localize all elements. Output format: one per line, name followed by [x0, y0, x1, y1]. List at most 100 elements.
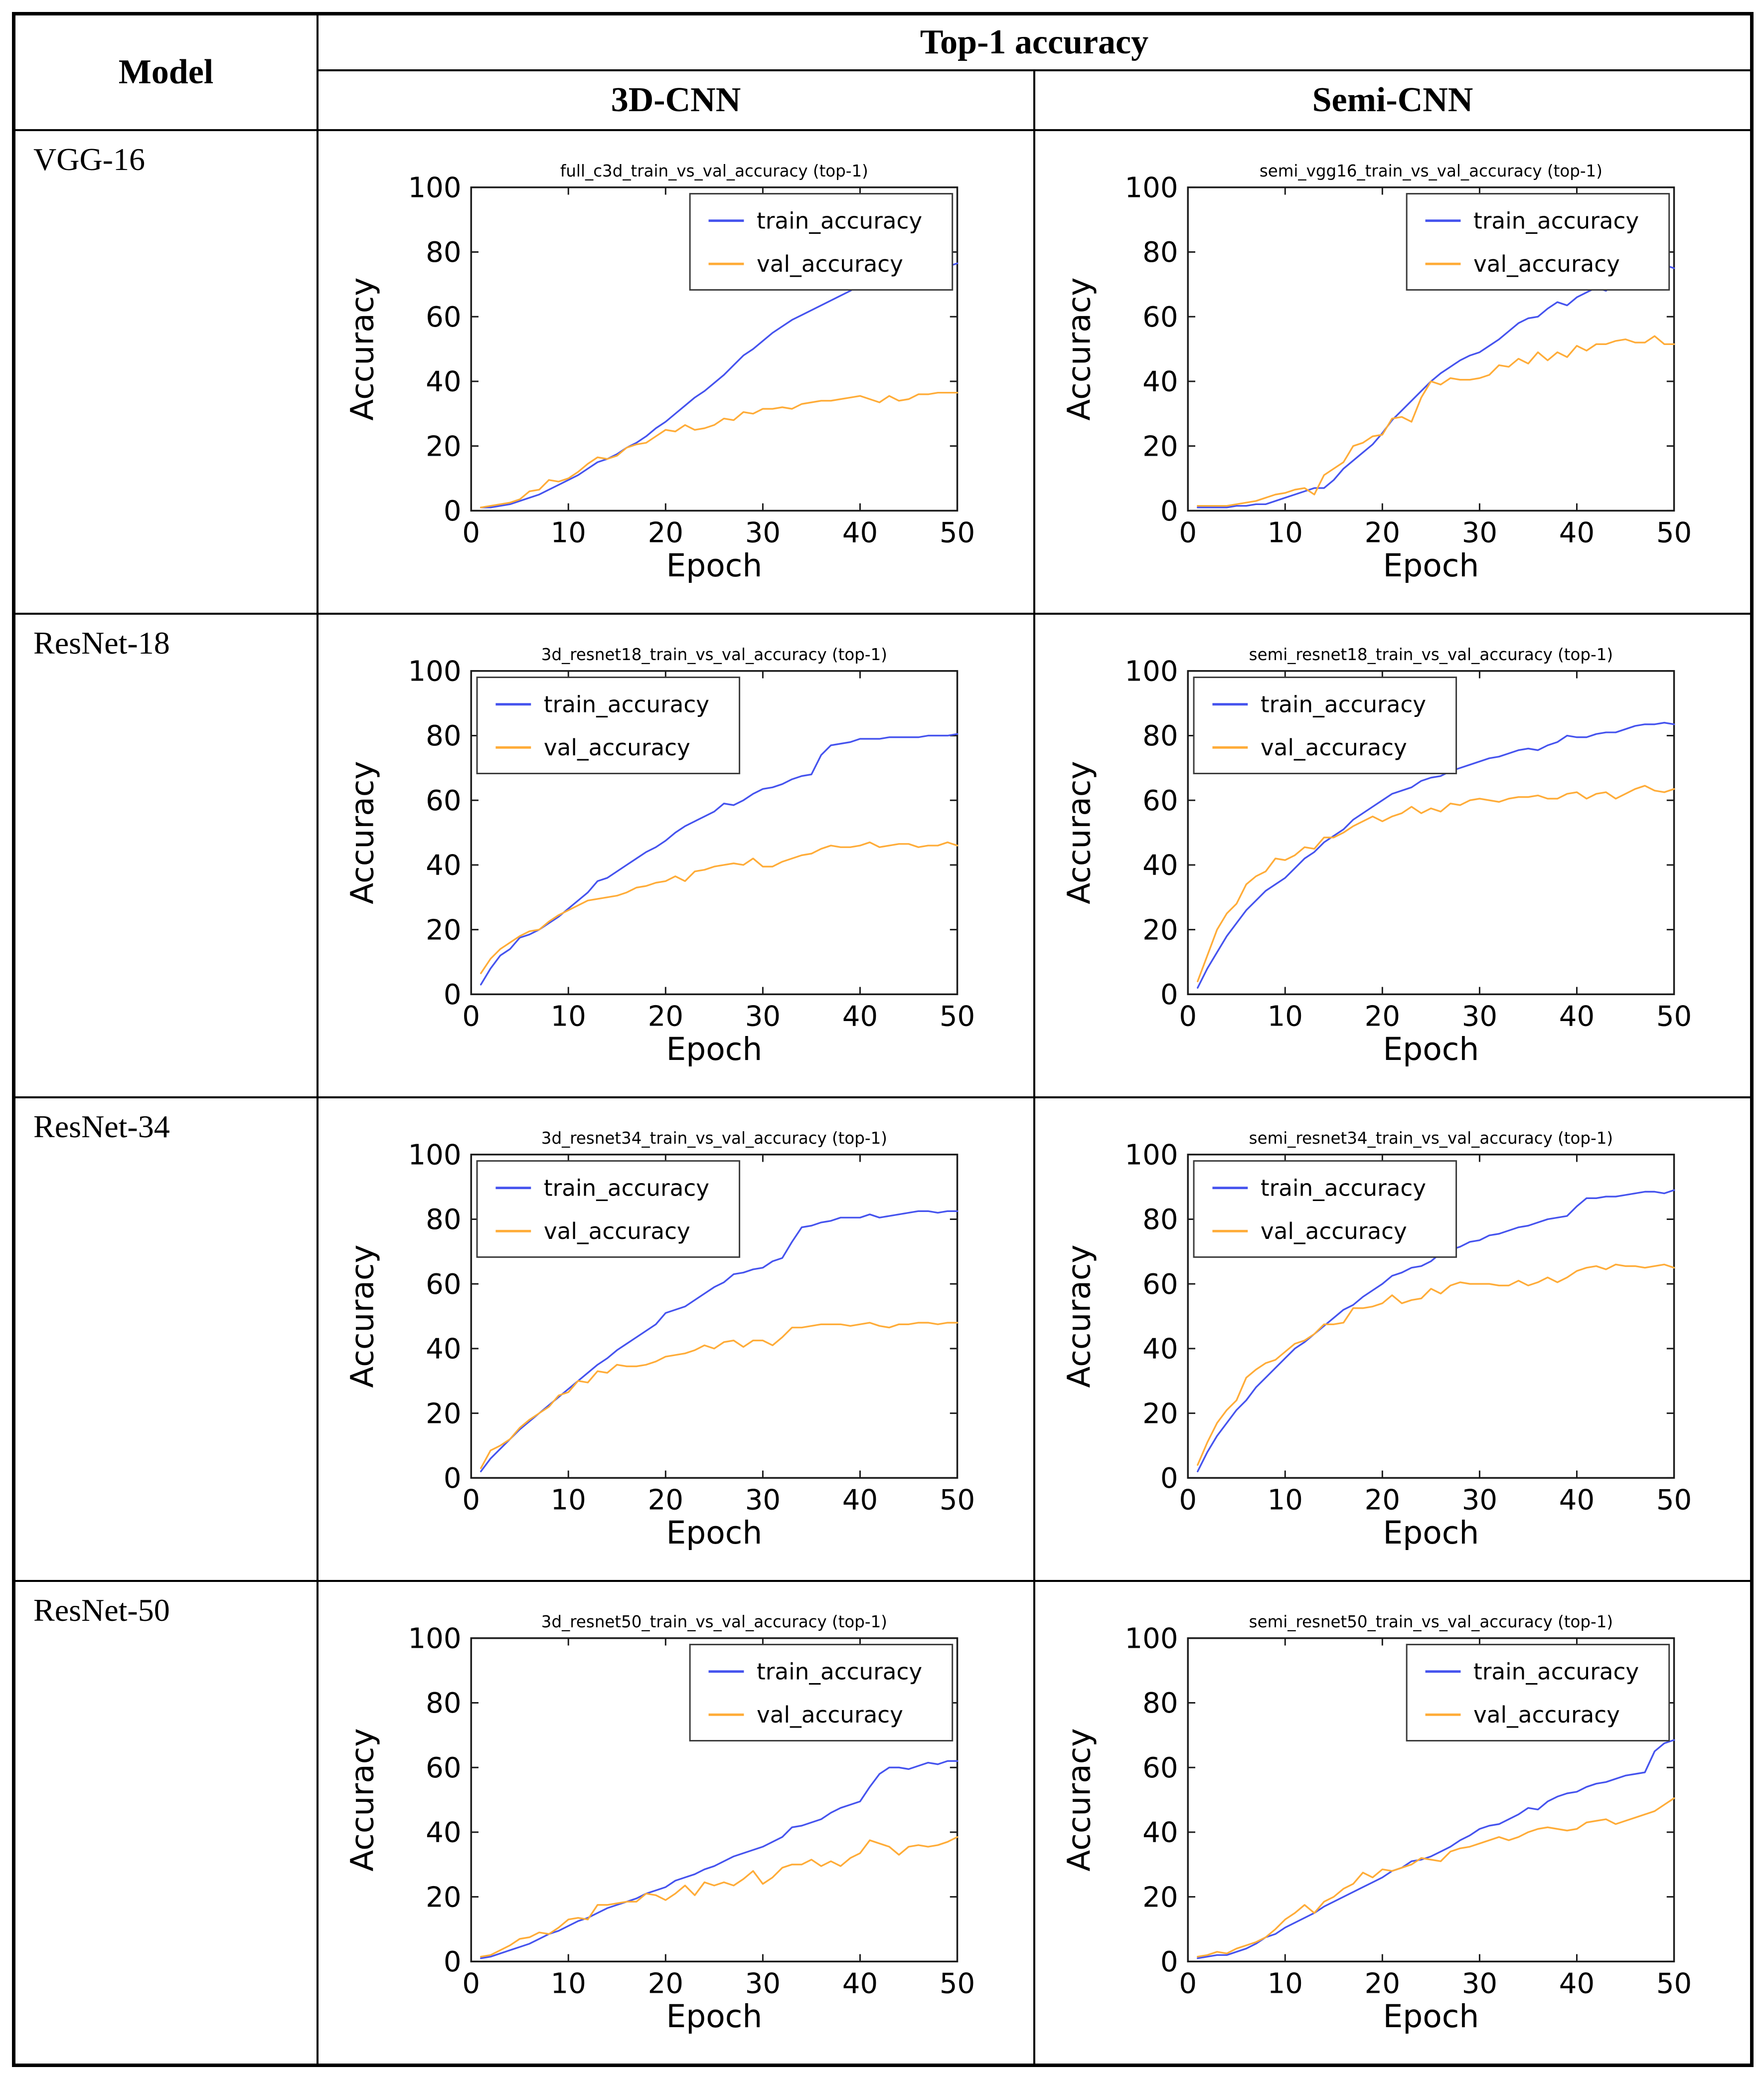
x-tick-label: 0	[462, 1484, 480, 1516]
x-tick-label: 40	[1559, 1967, 1595, 2000]
row-label-vgg16: VGG-16	[15, 131, 317, 613]
chart-cell-resnet18-semicnn: 0 10 20 30 40 50 0 20 40 60 80 100 semi_resnet18_tra…	[1035, 615, 1750, 1096]
y-tick-label: 40	[426, 850, 461, 882]
x-tick-label: 50	[1656, 517, 1692, 549]
x-tick-label: 40	[1559, 1484, 1595, 1516]
chart-cell-resnet34-semicnn: 0 10 20 30 40 50 0 20 40 60 80 100 semi_resnet34_tra…	[1035, 1098, 1750, 1580]
x-tick-label: 20	[1365, 1967, 1400, 2000]
model-name: ResNet-18	[33, 625, 170, 661]
legend-label: train_accuracy	[1261, 691, 1426, 717]
y-tick-label: 0	[1160, 1946, 1178, 1978]
chart-cell-vgg16-semicnn: 0 10 20 30 40 50 0 20 40 60 80 100 semi_vgg16_train_…	[1035, 131, 1750, 613]
chart-cell-resnet18-3dcnn: 0 10 20 30 40 50 0 20 40 60 80 100 3d_resnet18_train…	[319, 615, 1033, 1096]
y-tick-label: 80	[426, 236, 461, 269]
y-tick-label: 20	[1142, 1881, 1178, 1913]
plot-frame	[470, 186, 959, 512]
y-tick-label: 80	[1142, 720, 1178, 752]
x-tick-label: 30	[1462, 1000, 1497, 1033]
legend-label: val_accuracy	[544, 1218, 690, 1244]
chart-title: 3d_resnet50_train_vs_val_accuracy (top-1…	[541, 1612, 887, 1631]
y-tick-label: 20	[426, 1397, 461, 1430]
x-tick-label: 30	[1462, 1967, 1497, 2000]
x-tick-label: 10	[1268, 1484, 1303, 1516]
y-axis-label: Accuracy	[347, 1728, 380, 1871]
y-tick-label: 100	[1124, 655, 1178, 688]
y-axis-label: Accuracy	[347, 1244, 380, 1387]
x-tick-label: 50	[1656, 1000, 1692, 1033]
x-tick-label: 20	[1365, 1484, 1400, 1516]
val-accuracy-line	[1197, 1263, 1675, 1466]
y-tick-label: 60	[426, 1752, 461, 1784]
y-tick-label: 60	[426, 1268, 461, 1301]
x-tick-label: 40	[842, 517, 878, 549]
legend-box	[1193, 1160, 1457, 1258]
y-tick-label: 40	[1142, 366, 1178, 398]
legend-label: train_accuracy	[1261, 1175, 1426, 1201]
plot-frame	[470, 1637, 959, 1963]
model-name: VGG-16	[33, 142, 145, 177]
legend-label: val_accuracy	[1473, 1702, 1620, 1728]
x-tick-label: 20	[1365, 1000, 1400, 1033]
val-accuracy-line	[480, 841, 959, 974]
x-tick-label: 30	[745, 517, 781, 549]
x-axis-label: Epoch	[666, 1031, 762, 1067]
y-tick-label: 0	[444, 1946, 462, 1978]
x-tick-label: 30	[745, 1484, 781, 1516]
chart-title: semi_vgg16_train_vs_val_accuracy (top-1)	[1260, 162, 1603, 180]
x-tick-label: 30	[745, 1967, 781, 2000]
y-tick-label: 60	[1142, 301, 1178, 334]
chart-cell-resnet50-3dcnn: 0 10 20 30 40 50 0 20 40 60 80 100 3d_resnet50_train…	[319, 1582, 1033, 2064]
y-tick-label: 40	[426, 366, 461, 398]
x-tick-label: 40	[1559, 1000, 1595, 1033]
y-tick-label: 0	[444, 979, 462, 1011]
y-tick-label: 0	[1160, 979, 1178, 1011]
x-tick-label: 10	[551, 1000, 586, 1033]
x-tick-label: 20	[1365, 517, 1400, 549]
x-axis-label: Epoch	[1383, 1998, 1479, 2034]
legend-box	[476, 1160, 741, 1258]
header-3d-cnn: 3D-CNN	[319, 71, 1033, 129]
x-tick-label: 40	[1559, 517, 1595, 549]
legend-box	[1406, 193, 1670, 291]
train-accuracy-line	[1197, 1739, 1675, 1959]
y-axis-label: Accuracy	[1064, 1728, 1097, 1871]
x-tick-label: 0	[1179, 517, 1197, 549]
y-tick-label: 20	[1142, 1397, 1178, 1430]
chart-title: semi_resnet34_train_vs_val_accuracy (top…	[1249, 1129, 1613, 1148]
chart-cell-resnet34-3dcnn: 0 10 20 30 40 50 0 20 40 60 80 100 3d_resnet34_train…	[319, 1098, 1033, 1580]
chart-title: 3d_resnet34_train_vs_val_accuracy (top-1…	[541, 1129, 887, 1148]
accuracy-chart: 0 10 20 30 40 50 0 20 40 60 80 100 3d_resnet34_train…	[347, 1129, 975, 1551]
x-axis-label: Epoch	[1383, 1031, 1479, 1067]
x-tick-label: 0	[1179, 1484, 1197, 1516]
y-tick-label: 40	[1142, 1333, 1178, 1366]
y-axis-label: Accuracy	[1064, 277, 1097, 420]
x-tick-label: 50	[1656, 1967, 1692, 2000]
x-tick-label: 0	[462, 517, 480, 549]
x-tick-label: 40	[842, 1000, 878, 1033]
train-accuracy-line	[480, 733, 959, 986]
x-axis-label: Epoch	[666, 1998, 762, 2034]
legend-label: train_accuracy	[757, 207, 922, 234]
y-tick-label: 20	[1142, 430, 1178, 463]
legend-box	[1193, 677, 1457, 774]
y-tick-label: 100	[1124, 1622, 1178, 1655]
x-tick-label: 30	[1462, 1484, 1497, 1516]
x-tick-label: 0	[462, 1967, 480, 2000]
chart-cell-resnet50-semicnn: 0 10 20 30 40 50 0 20 40 60 80 100 semi_resnet50_tra…	[1035, 1582, 1750, 2064]
accuracy-chart: 0 10 20 30 40 50 0 20 40 60 80 100 3d_resnet50_train…	[347, 1612, 975, 2034]
y-tick-label: 0	[1160, 495, 1178, 527]
plot-frame	[1187, 186, 1675, 512]
header-semi-cnn: Semi-CNN	[1035, 71, 1750, 129]
x-tick-label: 10	[551, 1967, 586, 2000]
accuracy-chart: 0 10 20 30 40 50 0 20 40 60 80 100 3d_resnet18_train…	[347, 645, 975, 1067]
accuracy-chart: 0 10 20 30 40 50 0 20 40 60 80 100 full_c3d_train_vs…	[347, 162, 975, 583]
y-tick-label: 40	[1142, 1817, 1178, 1849]
header-model: Model	[15, 15, 317, 129]
chart-title: full_c3d_train_vs_val_accuracy (top-1)	[560, 162, 868, 180]
x-tick-label: 0	[462, 1000, 480, 1033]
x-axis-label: Epoch	[666, 1515, 762, 1551]
y-tick-label: 100	[1124, 172, 1178, 204]
x-tick-label: 0	[1179, 1000, 1197, 1033]
y-tick-label: 100	[408, 655, 461, 688]
y-tick-label: 20	[1142, 914, 1178, 946]
